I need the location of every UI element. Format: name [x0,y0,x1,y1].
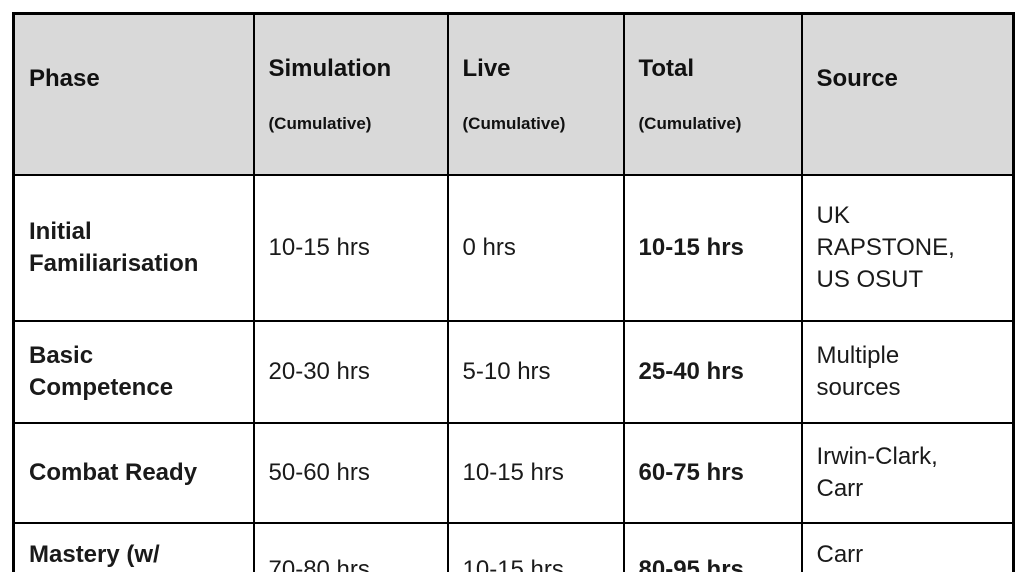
table-header-row: Phase Simulation (Cumulative) Live (Cumu… [12,12,1015,176]
table-row: Initial Familiarisation 10-15 hrs 0 hrs … [12,174,1015,322]
header-cell-simulation: Simulation (Cumulative) [252,12,449,176]
live-cell: 5-10 hrs [446,320,625,424]
simulation-cell: 50-60 hrs [252,422,449,524]
header-label-simulation: Simulation [268,54,392,82]
header-cell-source: Source [800,12,1015,176]
live-cell: 10-15 hrs [446,422,625,524]
header-label-live: Live [462,54,511,82]
source-cell: Irwin-Clark, Carr [800,422,1015,524]
phase-cell: Mastery (w/ self-paced) [12,522,255,572]
table-row: Mastery (w/ self-paced) 70-80 hrs 10-15 … [12,522,1015,572]
table-row: Basic Competence 20-30 hrs 5-10 hrs 25-4… [12,320,1015,424]
header-cell-total: Total (Cumulative) [622,12,803,176]
simulation-cell: 10-15 hrs [252,174,449,322]
simulation-cell: 20-30 hrs [252,320,449,424]
total-cell: 25-40 hrs [622,320,803,424]
header-sub-live: (Cumulative) [462,113,566,133]
header-label-source: Source [816,64,898,92]
header-label-total: Total [638,54,695,82]
simulation-cell: 70-80 hrs [252,522,449,572]
phase-cell: Combat Ready [12,422,255,524]
source-cell: Carr (9:1 sim ratio) [800,522,1015,572]
training-hours-table: Phase Simulation (Cumulative) Live (Cumu… [12,12,1015,572]
live-cell: 10-15 hrs [446,522,625,572]
phase-cell: Initial Familiarisation [12,174,255,322]
header-sub-total: (Cumulative) [638,113,742,133]
source-cell: Multiple sources [800,320,1015,424]
total-cell: 60-75 hrs [622,422,803,524]
header-cell-phase: Phase [12,12,255,176]
total-cell: 10-15 hrs [622,174,803,322]
header-sub-simulation: (Cumulative) [268,113,372,133]
header-label-phase: Phase [29,64,100,92]
total-cell: 80-95 hrs [622,522,803,572]
live-cell: 0 hrs [446,174,625,322]
phase-cell: Basic Competence [12,320,255,424]
header-cell-live: Live (Cumulative) [446,12,625,176]
source-cell: UK RAPSTONE, US OSUT [800,174,1015,322]
table-row: Combat Ready 50-60 hrs 10-15 hrs 60-75 h… [12,422,1015,524]
